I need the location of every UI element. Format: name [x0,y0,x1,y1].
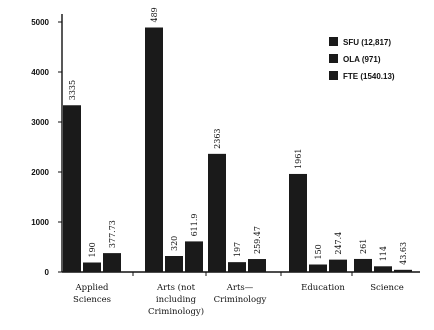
category-label: Applied Sciences [73,283,111,305]
category-label: Education [301,283,345,293]
bar-1-2 [145,27,163,272]
bar-1-1 [63,105,81,272]
chart-legend: SFU (12,817) OLA (971) FTE (1540.13) [329,37,395,81]
legend-label: FTE (1540.13) [343,72,395,81]
bar-value-label: 1961 [294,149,303,169]
category-label: Arts— Criminology [214,283,267,305]
bar-value-label: 261 [359,239,368,254]
bar-value-label: 489 [150,7,159,22]
y-tick-label: 2000 [31,168,49,177]
legend-swatch [329,54,338,63]
y-tick-label: 5000 [31,18,49,27]
bar-2-2 [165,256,183,272]
bar-value-label: 197 [233,242,242,257]
bar-1-3 [208,153,226,272]
category-label: Science [370,283,404,293]
bar-2-5 [374,266,392,272]
y-tick-label: 3000 [31,118,49,127]
y-axis-ticks: 0 1000 2000 3000 4000 5000 [31,18,62,277]
bar-value-label: 43.63 [399,242,408,265]
bar-3-4 [329,259,347,272]
bar-value-label: 190 [88,242,97,257]
bar-value-label: 114 [379,246,388,261]
legend-label: SFU (12,817) [343,38,391,47]
bar-3-5 [394,269,412,272]
bar-3-1 [103,253,121,272]
y-tick-label: 0 [45,268,50,277]
bar-value-label: 2363 [213,128,222,148]
bar-2-3 [228,262,246,272]
bar-2-1 [83,262,101,272]
bar-3-3 [248,259,266,272]
bar-value-labels: 3335 489 2363 1961 261 190 320 197 150 114 377.73 6… [68,7,408,265]
bar-value-label: 150 [314,244,323,259]
bar-value-label: 259.47 [253,226,262,254]
bar-1-5 [354,258,372,272]
bar-value-label: 320 [170,236,179,251]
legend-label: OLA (971) [343,55,381,64]
legend-swatch [329,71,338,80]
bar-2-4 [309,264,327,272]
y-tick-label: 4000 [31,68,49,77]
bar-1-4 [289,173,307,272]
bar-value-label: 3335 [68,80,77,100]
x-axis-category-labels: Applied Sciences Arts (not including Crimino… [73,282,404,317]
chart-bars [63,27,412,272]
bar-value-label: 377.73 [108,220,117,248]
bar-value-label: 611.9 [190,213,199,236]
bar-value-label: 247.4 [334,232,343,255]
bar-3-2 [185,241,203,272]
y-tick-label: 1000 [31,218,49,227]
category-label: Arts (not including Criminology) [148,282,204,317]
legend-swatch [329,37,338,46]
